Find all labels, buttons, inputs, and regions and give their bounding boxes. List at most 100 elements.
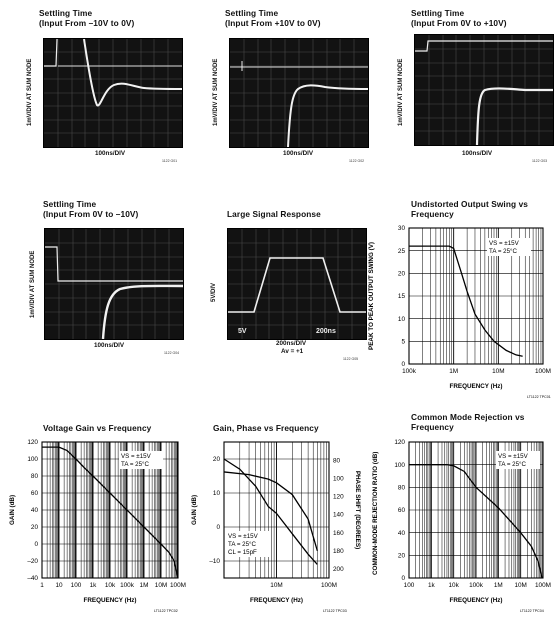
y-axis-label: PEAK TO PEAK OUTPUT SWING (V) <box>368 242 375 350</box>
y-tick-label: 120 <box>394 439 405 446</box>
x-tick-label: 10M <box>492 368 504 375</box>
annotation-text: VS = ±15V <box>228 533 259 540</box>
scope-subtitle: (Input From +10V to 0V) <box>225 18 321 28</box>
x-tick-label: 100M <box>321 582 337 589</box>
y2-tick-label: 200 <box>333 566 344 573</box>
y2-tick-label: 120 <box>333 494 344 501</box>
y-tick-label: 20 <box>398 553 406 560</box>
x-tick-label: 100k <box>402 368 417 375</box>
scope-x-label: 100ns/DIV <box>95 150 126 157</box>
y-tick-label: 20 <box>398 271 406 278</box>
x-tick-label: 100 <box>404 582 415 589</box>
annotation-text: TA = 25°C <box>498 461 527 468</box>
annotation-background <box>496 451 540 469</box>
y-tick-label: 30 <box>398 225 406 232</box>
y-tick-label: 60 <box>398 507 406 514</box>
y-axis-label: GAIN (dB) <box>9 495 16 525</box>
plot-frame <box>41 441 179 579</box>
y-tick-label: 0 <box>34 541 38 548</box>
x-tick-label: 100M <box>535 368 551 375</box>
y-tick-label: 100 <box>27 456 38 463</box>
scope-trace-svg <box>415 35 553 145</box>
y-tick-label: 80 <box>31 473 39 480</box>
annotation-text: TA = 25°C <box>228 541 257 548</box>
scope-inner-volts: 5V <box>238 328 247 335</box>
x-axis-label: FREQUENCY (Hz) <box>449 597 502 604</box>
chart-title: Gain, Phase vs Frequency <box>213 423 319 433</box>
chart-title-line2: Frequency <box>411 209 454 219</box>
x-axis-label: FREQUENCY (Hz) <box>449 383 502 390</box>
y-tick-label: –10 <box>209 558 220 565</box>
chart-title-line2: Frequency <box>411 422 454 432</box>
x-tick-label: 10k <box>105 582 116 589</box>
scope-x-label: 100ns/DIV <box>462 150 493 157</box>
y-tick-label: 25 <box>398 248 406 255</box>
annotation-background <box>487 238 531 256</box>
y-tick-label: 100 <box>394 462 405 469</box>
x-tick-label: 100k <box>469 582 484 589</box>
scope-subtitle: (Input From 0V to +10V) <box>411 18 507 28</box>
figure-code: LT1122 TPC01 <box>527 395 551 399</box>
scope-trace-svg <box>45 229 183 339</box>
x-tick-label: 100M <box>170 582 186 589</box>
x-tick-label: 1k <box>428 582 436 589</box>
x-tick-label: 10M <box>514 582 526 589</box>
annotation-text: VS = ±15V <box>498 453 529 460</box>
x-tick-label: 100 <box>71 582 82 589</box>
y-axis-label: GAIN (dB) <box>191 495 198 525</box>
annotation-text: TA = 25°C <box>489 248 518 255</box>
x-tick-label: 1 <box>40 582 44 589</box>
scope-screen <box>43 38 183 148</box>
x-tick-label: 1M <box>140 582 149 589</box>
y-tick-label: 80 <box>398 485 406 492</box>
phase-series-line <box>223 471 318 551</box>
figure-code: 1122 G04 <box>164 351 180 355</box>
y-tick-label: 120 <box>27 439 38 446</box>
annotation-text: CL = 15pF <box>228 549 257 556</box>
scope-screen: 5V 200ns <box>227 228 367 340</box>
figure-code: 1122 G05 <box>343 357 359 361</box>
x-tick-label: 100M <box>535 582 551 589</box>
series-line <box>223 458 318 565</box>
y-tick-label: 40 <box>31 507 39 514</box>
plot-frame <box>408 227 544 365</box>
scope-title: Settling Time <box>43 199 97 209</box>
y-tick-label: 15 <box>398 293 406 300</box>
x-tick-label: 10 <box>55 582 63 589</box>
annotation-background <box>226 531 270 557</box>
annotation-text: VS = ±15V <box>489 240 520 247</box>
chart-title: Voltage Gain vs Frequency <box>43 423 152 433</box>
scope-x-label-2: Av = +1 <box>281 348 304 355</box>
y-tick-label: 20 <box>213 456 221 463</box>
scope-inner-time: 200ns <box>316 328 336 335</box>
scope-x-label: 200ns/DIV <box>276 340 307 347</box>
figure-code: LT1122 TPC03 <box>323 609 347 613</box>
scope-trace-svg <box>44 39 182 147</box>
y-axis-label: COMMON-MODE REJECTION RATIO (dB) <box>372 452 379 575</box>
figure-code: 1122 G02 <box>349 159 365 163</box>
plot-frame <box>223 441 330 579</box>
y-tick-label: 10 <box>213 490 221 497</box>
scope-title: Settling Time <box>39 8 93 18</box>
scope-trace-svg: 5V 200ns <box>228 229 366 339</box>
scope-trace-svg <box>230 39 368 147</box>
x-tick-label: 1M <box>449 368 458 375</box>
scope-title: Settling Time <box>225 8 279 18</box>
series-line <box>409 245 523 357</box>
chart-title: Common Mode Rejection vs <box>411 412 525 422</box>
y-tick-label: –40 <box>27 575 38 582</box>
x-tick-label: 10M <box>270 582 282 589</box>
figure-code: LT1122 TPC02 <box>154 609 178 613</box>
y-tick-label: –20 <box>27 558 38 565</box>
y-tick-label: 10 <box>398 316 406 323</box>
scope-screen <box>414 34 554 146</box>
y2-axis-label: PHASE SHIFT (DEGREES) <box>354 471 361 549</box>
y2-tick-label: 100 <box>333 475 344 482</box>
x-tick-label: 10k <box>449 582 460 589</box>
y-tick-label: 0 <box>401 575 405 582</box>
y2-tick-label: 160 <box>333 530 344 537</box>
scope-screen <box>229 38 369 148</box>
